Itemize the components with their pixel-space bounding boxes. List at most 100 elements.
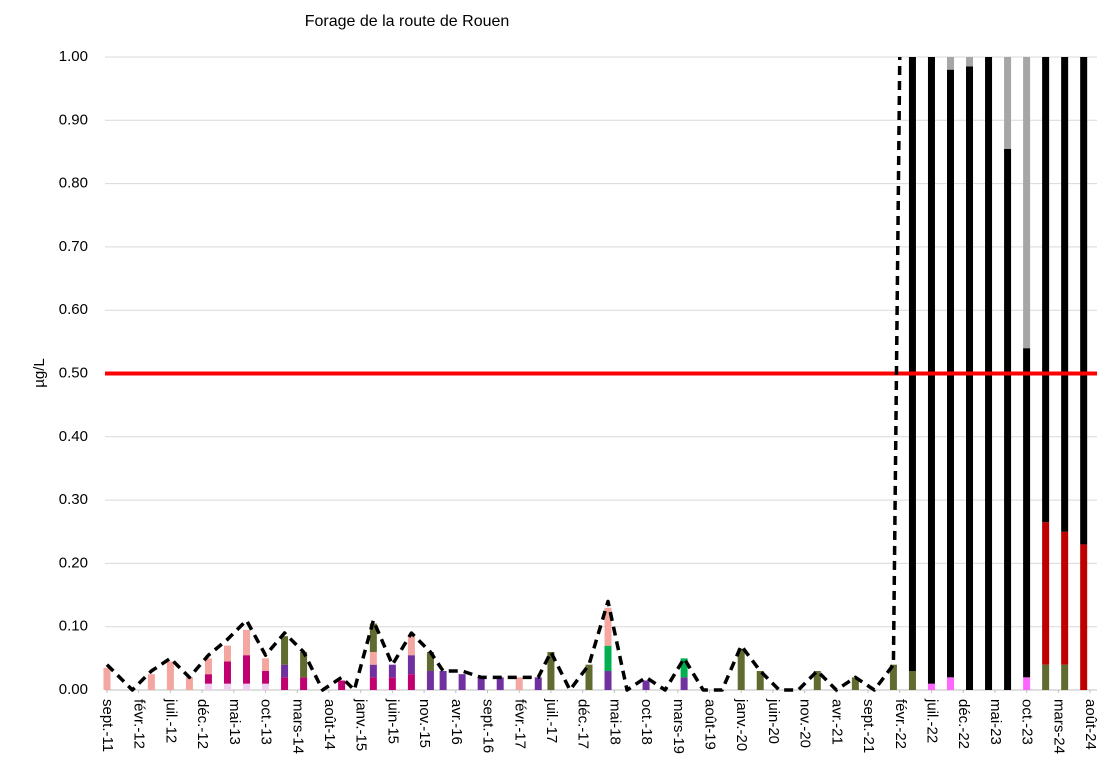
- bar-segment: [369, 623, 377, 653]
- x-tick-label: févr.-22: [892, 699, 909, 749]
- bar-segment: [369, 677, 377, 690]
- bar-segment: [908, 57, 916, 672]
- bar-segment: [103, 667, 111, 690]
- bar-segment: [204, 674, 212, 684]
- bar-segment: [1061, 531, 1069, 665]
- bar-segment: [1042, 57, 1050, 523]
- bar-segment: [1042, 664, 1050, 690]
- bar-segment: [908, 671, 916, 690]
- x-tick-label: juil.-22: [923, 698, 940, 743]
- total-line: [105, 56, 902, 692]
- bar-segment: [737, 648, 745, 690]
- bar-segment: [262, 658, 270, 672]
- y-tick-label: 0.30: [59, 491, 88, 508]
- chart-title: Forage de la route de Rouen: [305, 13, 510, 30]
- bar-segment: [426, 671, 434, 690]
- x-tick-label: sept.-16: [480, 699, 497, 753]
- y-tick-label: 0.00: [59, 681, 88, 698]
- bar-segment: [1061, 57, 1069, 532]
- y-axis-label: µg/L: [31, 358, 48, 388]
- x-tick-label: mars-24: [1050, 699, 1067, 754]
- x-tick-label: oct.-13: [258, 699, 275, 745]
- x-tick-label: août-19: [702, 699, 719, 750]
- y-tick-label: 0.90: [59, 111, 88, 128]
- bar-segment: [407, 655, 415, 675]
- x-tick-label: févr.-12: [131, 699, 148, 749]
- x-tick-label: avr.-21: [828, 699, 845, 745]
- x-tick-label: mars-19: [670, 699, 687, 754]
- y-tick-label: 0.50: [59, 364, 88, 381]
- x-tick-label: juil.-17: [543, 698, 560, 743]
- x-tick-label: oct.-23: [1019, 699, 1036, 745]
- bar-segment: [1042, 522, 1050, 665]
- bar-segment: [1023, 677, 1031, 690]
- bar-segment: [515, 677, 523, 690]
- bar-segment: [680, 677, 688, 690]
- bar-segment: [851, 677, 859, 690]
- bar-segment: [585, 664, 593, 690]
- bar-segment: [1061, 664, 1069, 690]
- bar-segment: [369, 652, 377, 665]
- x-tick-label: janv.-15: [353, 698, 370, 751]
- bar-segment: [1080, 57, 1088, 545]
- bar-segment: [426, 652, 434, 672]
- x-tick-label: oct.-18: [638, 699, 655, 745]
- y-tick-label: 0.20: [59, 554, 88, 571]
- bar-segment: [300, 677, 308, 690]
- bar-segment: [946, 57, 954, 70]
- bar-segment: [496, 677, 504, 690]
- bar-segment: [966, 66, 974, 691]
- bar-segment: [642, 680, 650, 690]
- x-tick-label: juin-15: [384, 698, 401, 744]
- y-tick-label: 0.40: [59, 428, 88, 445]
- bar-segment: [1023, 57, 1031, 349]
- bar-segment: [262, 683, 270, 690]
- bar-segment: [300, 652, 308, 678]
- bar-segment: [223, 645, 231, 662]
- bar-segment: [243, 655, 251, 684]
- x-tick-label: mai-18: [606, 699, 623, 745]
- x-tick-label: mai-23: [987, 699, 1004, 745]
- bar-segment: [547, 652, 555, 690]
- x-tick-label: sept.-21: [860, 699, 877, 753]
- bar-segment: [1004, 148, 1012, 690]
- bar-segment: [604, 607, 612, 646]
- y-tick-label: 0.80: [59, 175, 88, 192]
- bar-segment: [534, 677, 542, 690]
- bar-segment: [223, 683, 231, 690]
- bar-segment: [1004, 57, 1012, 149]
- y-tick-label: 0.70: [59, 238, 88, 255]
- bar-segment: [477, 677, 485, 690]
- bar-segment: [204, 683, 212, 690]
- x-tick-label: août-24: [1082, 699, 1097, 750]
- bar-segment: [439, 671, 447, 690]
- x-tick-label: juin-20: [765, 698, 782, 744]
- x-tick-label: déc.-22: [955, 699, 972, 749]
- x-tick-label: sept.-11: [99, 699, 116, 752]
- bar-segment: [604, 671, 612, 690]
- bar-segment: [166, 661, 174, 690]
- bar-segment: [756, 671, 764, 690]
- x-tick-label: nov.-15: [416, 699, 433, 748]
- bar-segment: [338, 680, 346, 690]
- x-tick-label: mai-13: [226, 699, 243, 745]
- bar-segment: [388, 664, 396, 678]
- bar-segment: [946, 677, 954, 690]
- x-tick-label: juil.-12: [162, 698, 179, 743]
- x-tick-label: févr.-17: [511, 699, 528, 749]
- bar-segment: [281, 677, 289, 690]
- x-tick-label: déc.-12: [194, 699, 211, 749]
- bar-segment: [1080, 544, 1088, 690]
- x-tick-label: nov.-20: [797, 699, 814, 748]
- bar-segment: [889, 664, 897, 690]
- bar-segment: [281, 636, 289, 665]
- bar-segment: [927, 683, 935, 690]
- bar-segment: [407, 636, 415, 656]
- bar-segment: [147, 674, 155, 690]
- y-tick-label: 0.10: [59, 618, 88, 635]
- bar-segment: [927, 57, 935, 684]
- bar-segment: [204, 658, 212, 675]
- bar-segment: [243, 629, 251, 656]
- x-tick-label: mars-14: [289, 699, 306, 754]
